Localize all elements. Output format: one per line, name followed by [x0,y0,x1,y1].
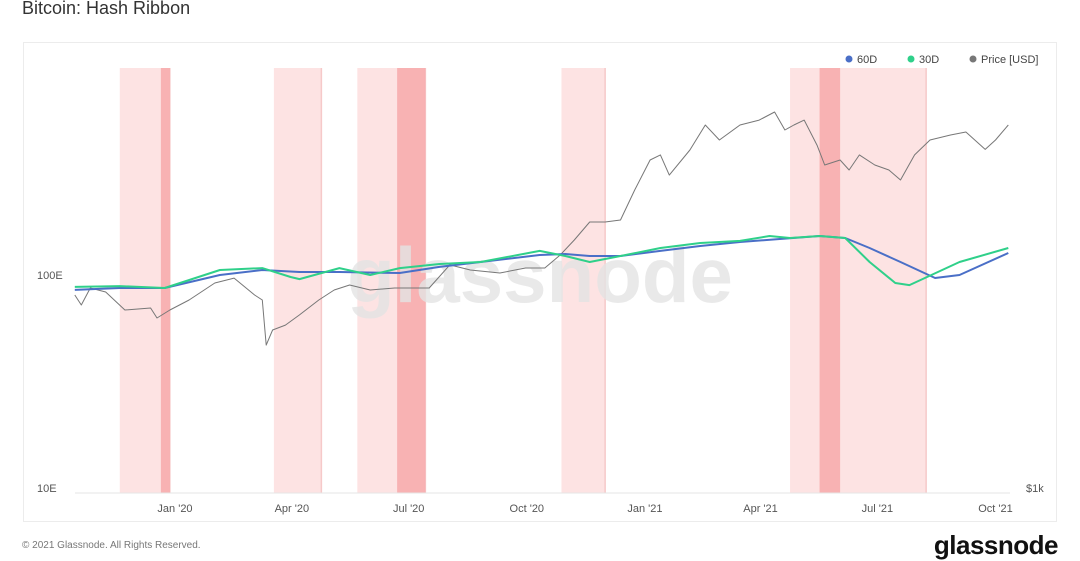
legend-dot-icon [969,55,977,63]
x-tick-label: Oct '20 [510,503,545,515]
chart-card [23,42,1057,522]
series-30d [74,235,1009,289]
band-recovery [819,68,841,493]
right-axis-tick: $1k [1026,483,1044,495]
legend: 60D 30D Price [USD] [845,54,1038,66]
ticks-layer: Jan '20 Apr '20 Jul '20 Oct '20 Jan '21 Apr '… [37,270,1044,515]
left-axis-tick: 100E [37,270,63,282]
legend-item-label: Price [USD] [981,54,1038,66]
band-capitulation [790,68,927,493]
band-recovery [160,68,170,493]
left-axis-tick: 10E [37,483,57,495]
x-tick-label: Jul '21 [862,503,893,515]
watermark: glassnode [347,231,733,319]
legend-item-label: 60D [857,54,877,66]
x-tick-label: Apr '21 [743,503,778,515]
band-capitulation [273,68,322,493]
chart-title: Bitcoin: Hash Ribbon [22,0,191,18]
copyright-footer: © 2021 Glassnode. All Rights Reserved. [22,540,201,551]
band-capitulation [561,68,606,493]
series-layer [74,111,1009,346]
legend-dot-icon [845,55,853,63]
x-tick-label: Apr '20 [275,503,310,515]
x-tick-label: Jul '20 [393,503,424,515]
legend-dot-icon [907,55,915,63]
series-price-usd- [74,111,1009,346]
glassnode-logo: glassnode [933,530,1059,560]
band-recovery [397,68,426,493]
x-tick-label: Oct '21 [978,503,1013,515]
legend-item-label: 30D [919,54,939,66]
x-tick-label: Jan '21 [627,503,662,515]
series-60d [74,235,1009,291]
hash-ribbon-chart: glassnode Jan '20 Apr '20 Jul '20 Oct '20 Ja… [37,54,1044,515]
x-tick-label: Jan '20 [157,503,192,515]
bands-layer [119,68,927,493]
